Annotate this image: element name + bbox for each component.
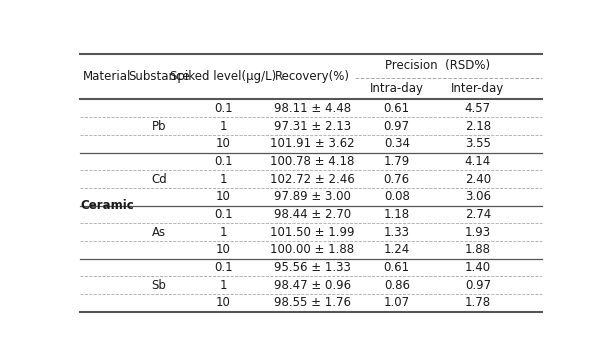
Text: 0.1: 0.1 [214,208,233,221]
Text: 4.57: 4.57 [465,102,491,115]
Text: 1.24: 1.24 [384,243,410,256]
Text: 1.79: 1.79 [384,155,410,168]
Text: 4.14: 4.14 [465,155,491,168]
Text: 1: 1 [220,173,227,185]
Text: 10: 10 [216,190,231,203]
Text: 102.72 ± 2.46: 102.72 ± 2.46 [270,173,355,185]
Text: Substance: Substance [128,70,190,83]
Text: 2.74: 2.74 [465,208,491,221]
Text: 10: 10 [216,296,231,309]
Text: 98.44 ± 2.70: 98.44 ± 2.70 [274,208,351,221]
Text: 0.61: 0.61 [384,102,410,115]
Text: 0.08: 0.08 [384,190,410,203]
Text: Spiked level(μg/L): Spiked level(μg/L) [170,70,276,83]
Text: 0.1: 0.1 [214,102,233,115]
Text: 2.18: 2.18 [465,120,491,132]
Text: 0.34: 0.34 [384,137,410,150]
Text: 1.18: 1.18 [384,208,410,221]
Text: Intra-day: Intra-day [370,82,424,95]
Text: 0.97: 0.97 [465,279,491,292]
Text: Material: Material [83,70,132,83]
Text: Cd: Cd [151,173,167,185]
Text: 3.55: 3.55 [465,137,491,150]
Text: 0.86: 0.86 [384,279,410,292]
Text: 1: 1 [220,120,227,132]
Text: 2.40: 2.40 [465,173,491,185]
Text: 1.78: 1.78 [465,296,491,309]
Text: 101.91 ± 3.62: 101.91 ± 3.62 [270,137,355,150]
Text: 95.56 ± 1.33: 95.56 ± 1.33 [274,261,351,274]
Text: As: As [152,226,166,239]
Text: 3.06: 3.06 [465,190,491,203]
Text: 98.11 ± 4.48: 98.11 ± 4.48 [274,102,351,115]
Text: Precision  (RSD%): Precision (RSD%) [385,59,489,72]
Text: 100.00 ± 1.88: 100.00 ± 1.88 [270,243,355,256]
Text: Sb: Sb [152,279,166,292]
Text: 98.47 ± 0.96: 98.47 ± 0.96 [274,279,351,292]
Text: 10: 10 [216,137,231,150]
Text: 1.88: 1.88 [465,243,491,256]
Text: 1: 1 [220,279,227,292]
Text: 10: 10 [216,243,231,256]
Text: Inter-day: Inter-day [451,82,505,95]
Text: 97.89 ± 3.00: 97.89 ± 3.00 [274,190,351,203]
Text: Recovery(%): Recovery(%) [275,70,350,83]
Text: 0.76: 0.76 [384,173,410,185]
Text: 97.31 ± 2.13: 97.31 ± 2.13 [274,120,351,132]
Text: 1.40: 1.40 [465,261,491,274]
Text: 0.61: 0.61 [384,261,410,274]
Text: 0.1: 0.1 [214,155,233,168]
Text: 98.55 ± 1.76: 98.55 ± 1.76 [274,296,351,309]
Text: 100.78 ± 4.18: 100.78 ± 4.18 [270,155,355,168]
Text: Pb: Pb [152,120,166,132]
Text: 101.50 ± 1.99: 101.50 ± 1.99 [270,226,355,239]
Text: 1: 1 [220,226,227,239]
Text: 0.97: 0.97 [384,120,410,132]
Text: 1.33: 1.33 [384,226,410,239]
Text: 1.93: 1.93 [465,226,491,239]
Text: Ceramic: Ceramic [80,199,134,212]
Text: 1.07: 1.07 [384,296,410,309]
Text: 0.1: 0.1 [214,261,233,274]
